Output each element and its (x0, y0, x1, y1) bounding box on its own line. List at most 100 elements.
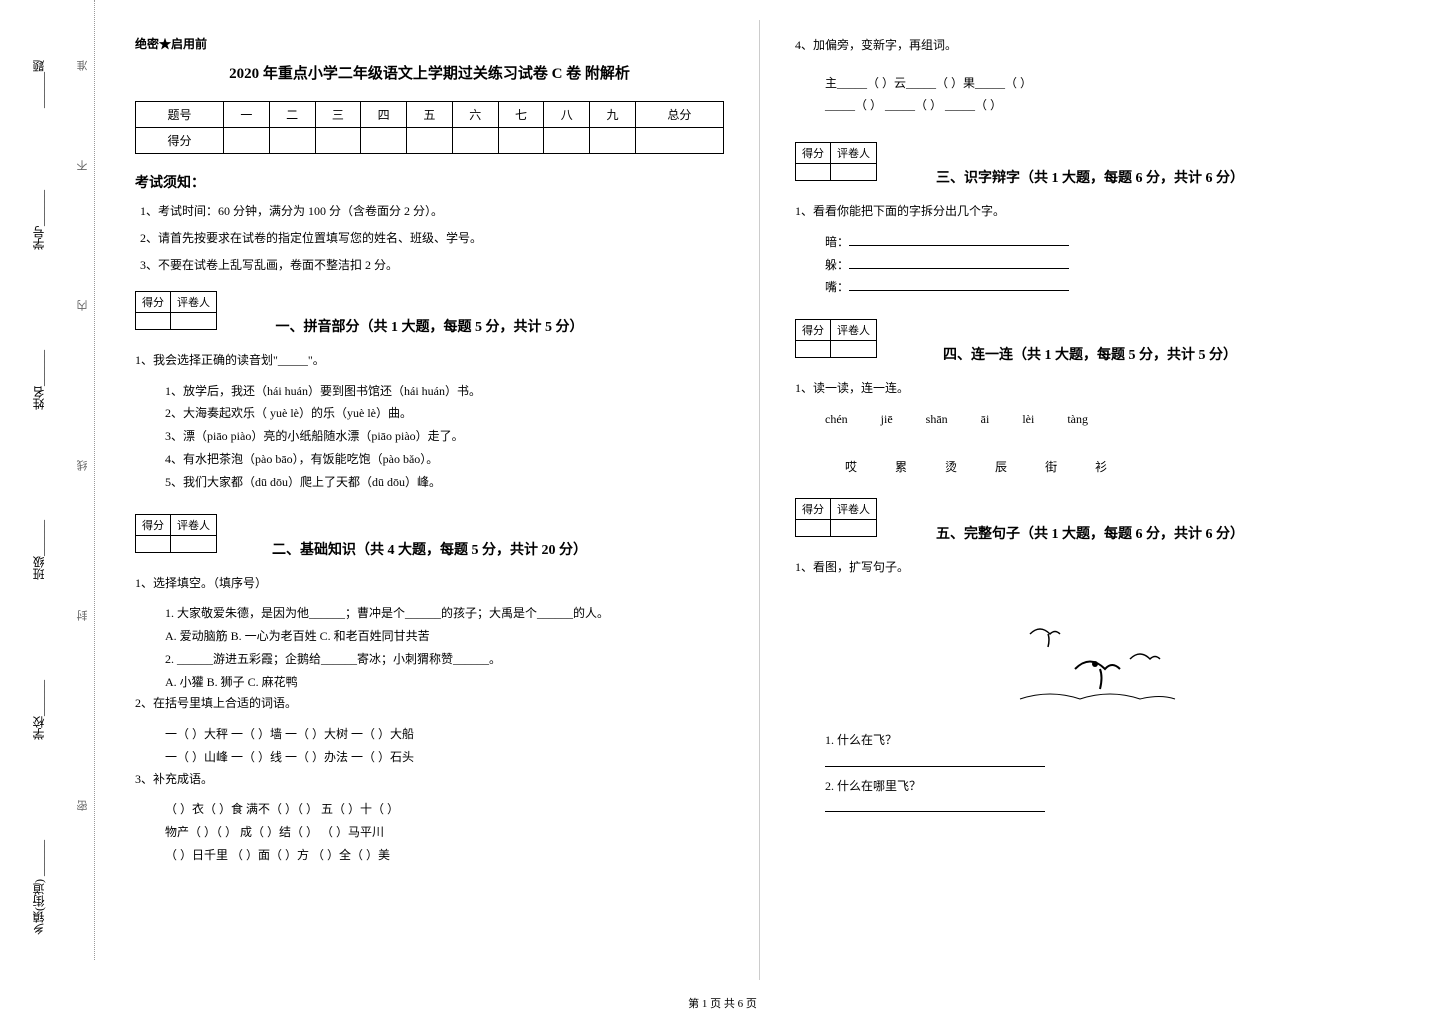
blank-cell (796, 164, 831, 181)
char: 哎 (845, 460, 857, 474)
seal-label: 准 (75, 60, 91, 71)
table-row: 得分 (136, 128, 724, 154)
pinyin: jiē (881, 412, 893, 426)
pinyin: chén (825, 412, 848, 426)
question: 1、我会选择正确的读音划"_____"。 (135, 350, 724, 372)
td (498, 128, 544, 154)
question: 4、加偏旁，变新字，再组词。 (795, 35, 1385, 57)
sub-item: （ ）衣（ ）食 满不（ ）（ ） 五（ ）十（ ） (165, 798, 724, 821)
th: 七 (498, 102, 544, 128)
char: 烫 (945, 460, 957, 474)
blank-cell (796, 520, 831, 537)
sub-item: 1. 大家敬爱朱德，是因为他______；曹冲是个______的孩子；大禹是个_… (165, 602, 724, 625)
sub-item: 2. ______游进五彩霞；企鹅给______寄冰；小刺猬称赞______。 (165, 648, 724, 671)
th: 总分 (635, 102, 723, 128)
pinyin: lèi (1022, 412, 1034, 426)
sub-item: 1、放学后，我还（hái huán）要到图书馆还（hái huán）书。 (165, 380, 724, 403)
notice-list: 1、考试时间：60 分钟，满分为 100 分（含卷面分 2 分）。 2、请首先按… (140, 202, 724, 273)
sub-item: 一（ ）大秤 一（ ）墙 一（ ）大树 一（ ）大船 (165, 723, 724, 746)
sub-item: 一（ ）山峰 一（ ）线 一（ ）办法 一（ ）石头 (165, 746, 724, 769)
th: 二 (269, 102, 315, 128)
sidebar-label: 乡镇(街道) ______ (30, 840, 47, 935)
td (315, 128, 361, 154)
td (223, 128, 269, 154)
char: 累 (895, 460, 907, 474)
td (452, 128, 498, 154)
pinyin: tàng (1067, 412, 1088, 426)
blank-cell (796, 341, 831, 358)
section-1: 得分评卷人 一、拼音部分（共 1 大题，每题 5 分，共计 5 分） 1、我会选… (135, 291, 724, 494)
score-label: 得分 (796, 143, 831, 164)
question: 1、看看你能把下面的字拆分出几个字。 (795, 201, 1385, 223)
blank-cell (171, 535, 217, 552)
char-label: 嘴： (825, 280, 849, 294)
seal-label: 内 (75, 300, 91, 311)
td (361, 128, 407, 154)
exam-title: 2020 年重点小学二年级语文上学期过关练习试卷 C 卷 附解析 (135, 62, 724, 83)
section-title: 四、连一连（共 1 大题，每题 5 分，共计 5 分） (795, 344, 1385, 364)
question: 2、在括号里填上合适的词语。 (135, 693, 724, 715)
question: 1、读一读，连一连。 (795, 378, 1385, 400)
page-content: 绝密★启用前 2020 年重点小学二年级语文上学期过关练习试卷 C 卷 附解析 … (100, 20, 1420, 980)
sub-item: 5、我们大家都（dū dōu）爬上了天都（dū dōu）峰。 (165, 471, 724, 494)
td (544, 128, 590, 154)
score-label: 得分 (136, 514, 171, 535)
blank-cell (831, 520, 877, 537)
blank-cell (136, 535, 171, 552)
pinyin-row: chén jiē shān āi lèi tàng (825, 408, 1385, 431)
birds-illustration (1000, 589, 1180, 719)
sub-item: 主_____（ ）云_____（ ）果_____（ ） (825, 72, 1385, 95)
sub-item: A. 小獾 B. 狮子 C. 麻花鸭 (165, 671, 724, 694)
sub-question: 1. 什么在飞？ (825, 729, 1385, 752)
sub-item: A. 爱动脑筋 B. 一心为老百姓 C. 和老百姓同甘共苦 (165, 625, 724, 648)
table-row: 题号 一 二 三 四 五 六 七 八 九 总分 (136, 102, 724, 128)
char-label: 暗： (825, 235, 849, 249)
right-column: 4、加偏旁，变新字，再组词。 主_____（ ）云_____（ ）果_____（… (760, 20, 1420, 980)
grader-label: 评卷人 (171, 514, 217, 535)
sub-item: 物产（ ）（ ） 成（ ）结（ ） （ ）马平川 (165, 821, 724, 844)
sub-item: 3、漂（piāo piào）亮的小纸船随水漂（piāo piào）走了。 (165, 425, 724, 448)
answer-line (825, 797, 1385, 820)
blank-cell (136, 313, 171, 330)
pinyin: shān (926, 412, 948, 426)
notice-heading: 考试须知： (135, 172, 724, 192)
sidebar-label: 学号______ (30, 190, 47, 250)
grader-label: 评卷人 (831, 499, 877, 520)
seal-label: 不 (75, 160, 91, 171)
score-label: 得分 (796, 499, 831, 520)
score-box: 得分评卷人 (795, 319, 877, 358)
char: 衫 (1095, 460, 1107, 474)
section-4: 得分评卷人 四、连一连（共 1 大题，每题 5 分，共计 5 分） 1、读一读，… (795, 319, 1385, 478)
section-title: 一、拼音部分（共 1 大题，每题 5 分，共计 5 分） (135, 316, 724, 336)
notice-item: 3、不要在试卷上乱写乱画，卷面不整洁扣 2 分。 (140, 256, 724, 273)
sub-item: 4、有水把茶泡（pào bāo），有饭能吃饱（pào bǎo）。 (165, 448, 724, 471)
seal-label: 密 (75, 800, 91, 811)
section-3: 得分评卷人 三、识字辩字（共 1 大题，每题 6 分，共计 6 分） 1、看看你… (795, 142, 1385, 299)
td (590, 128, 636, 154)
score-label: 得分 (796, 320, 831, 341)
answer-line (825, 752, 1385, 775)
grader-label: 评卷人 (171, 292, 217, 313)
sub-question: 2. 什么在哪里飞？ (825, 775, 1385, 798)
score-summary-table: 题号 一 二 三 四 五 六 七 八 九 总分 得分 (135, 101, 724, 154)
notice-item: 1、考试时间：60 分钟，满分为 100 分（含卷面分 2 分）。 (140, 202, 724, 219)
seal-label: 线 (75, 460, 91, 471)
question: 1、看图，扩写句子。 (795, 557, 1385, 579)
td (407, 128, 453, 154)
char-row: 哎 累 烫 辰 街 衫 (845, 456, 1385, 479)
th: 六 (452, 102, 498, 128)
sidebar-label: 学校______ (30, 680, 47, 740)
th: 五 (407, 102, 453, 128)
section-2: 得分评卷人 二、基础知识（共 4 大题，每题 5 分，共计 20 分） 1、选择… (135, 514, 724, 867)
blank-cell (171, 313, 217, 330)
sidebar-label: 姓名______ (30, 350, 47, 410)
char-label: 躲： (825, 258, 849, 272)
th: 九 (590, 102, 636, 128)
answer-blank (825, 766, 1045, 767)
th: 三 (315, 102, 361, 128)
section-5: 得分评卷人 五、完整句子（共 1 大题，每题 6 分，共计 6 分） 1、看图，… (795, 498, 1385, 820)
grader-label: 评卷人 (831, 143, 877, 164)
th: 一 (223, 102, 269, 128)
question: 1、选择填空。（填序号） (135, 573, 724, 595)
score-label: 得分 (136, 292, 171, 313)
